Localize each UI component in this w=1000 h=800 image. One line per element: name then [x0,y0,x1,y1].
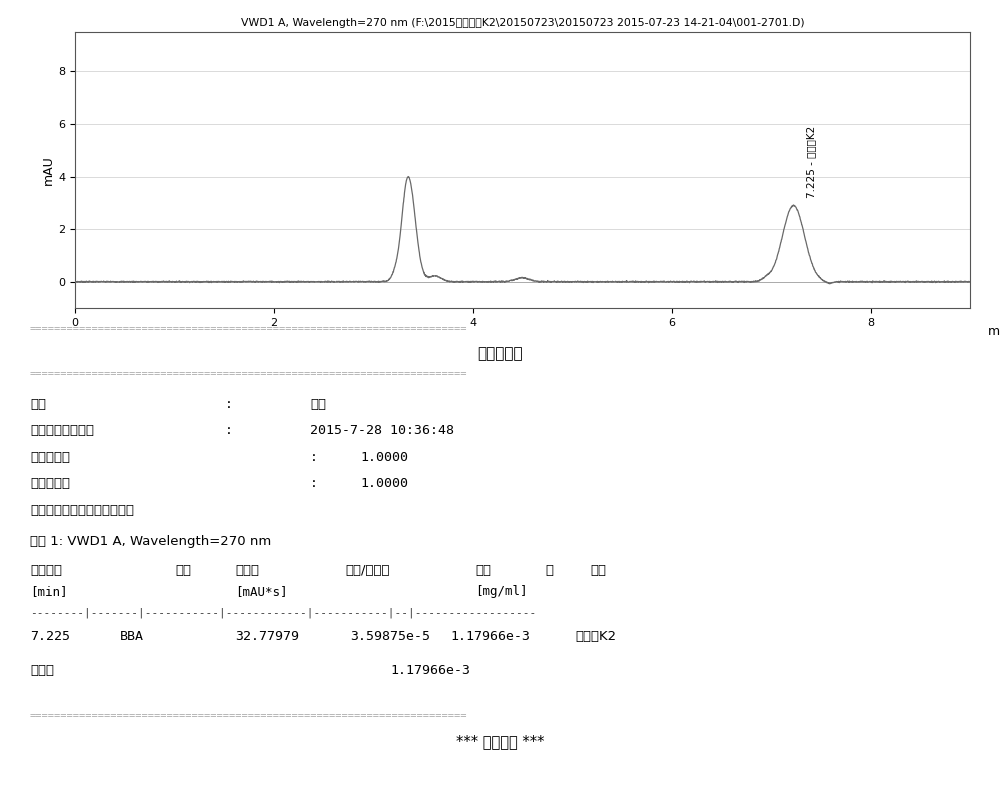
Text: 保留时间: 保留时间 [30,564,62,578]
Text: 3.59875e-5: 3.59875e-5 [350,630,430,642]
Text: 校正数据修改时间: 校正数据修改时间 [30,424,94,438]
Text: :: : [310,477,318,490]
Text: 排序: 排序 [30,398,46,411]
Text: ======================================================================: ========================================… [30,369,468,379]
Text: 1.17966e-3: 1.17966e-3 [450,630,530,642]
Text: 2015-7-28 10:36:48: 2015-7-28 10:36:48 [310,424,454,438]
Text: BBA: BBA [120,630,144,642]
Text: 总量：: 总量： [30,664,54,677]
Text: 信号 1: VWD1 A, Wavelength=270 nm: 信号 1: VWD1 A, Wavelength=270 nm [30,535,271,548]
Text: :: : [310,450,318,464]
Text: ======================================================================: ========================================… [30,711,468,722]
Text: ======================================================================: ========================================… [30,324,468,334]
Text: 1.0000: 1.0000 [360,477,408,490]
Text: 峰面积: 峰面积 [235,564,259,578]
Text: :: : [225,424,233,438]
Text: [mAU*s]: [mAU*s] [235,585,288,598]
Text: 1.17966e-3: 1.17966e-3 [390,664,470,677]
Text: 组: 组 [545,564,553,578]
Text: 稀释因子：: 稀释因子： [30,477,70,490]
Text: 含量/峰面积: 含量/峰面积 [345,564,390,578]
Text: 7.225 - 维生素K2: 7.225 - 维生素K2 [806,126,816,198]
X-axis label: min: min [988,325,1000,338]
Text: 1.0000: 1.0000 [360,450,408,464]
Text: *** 报告结束 ***: *** 报告结束 *** [456,734,544,749]
Text: [mg/ml]: [mg/ml] [475,585,528,598]
Text: 类型: 类型 [175,564,191,578]
Text: :: : [225,398,233,411]
Text: 外标法报告: 外标法报告 [477,346,523,362]
Text: 内标使用乘积因子和稀释因子: 内标使用乘积因子和稀释因子 [30,503,134,517]
Text: 维生素K2: 维生素K2 [575,630,616,642]
Text: 含量: 含量 [475,564,491,578]
Text: 32.77979: 32.77979 [235,630,299,642]
Text: 乘积因子：: 乘积因子： [30,450,70,464]
Text: 名称: 名称 [590,564,606,578]
Y-axis label: mAU: mAU [42,155,55,185]
Text: 信号: 信号 [310,398,326,411]
Text: [min]: [min] [30,585,68,598]
Text: --------|-------|-----------|------------|-----------|--|------------------: --------|-------|-----------|-----------… [30,607,536,618]
Text: 7.225: 7.225 [30,630,70,642]
Title: VWD1 A, Wavelength=270 nm (F:\2015年维生素K2\20150723\20150723 2015-07-23 14-21-04\0: VWD1 A, Wavelength=270 nm (F:\2015年维生素K2… [241,18,804,29]
